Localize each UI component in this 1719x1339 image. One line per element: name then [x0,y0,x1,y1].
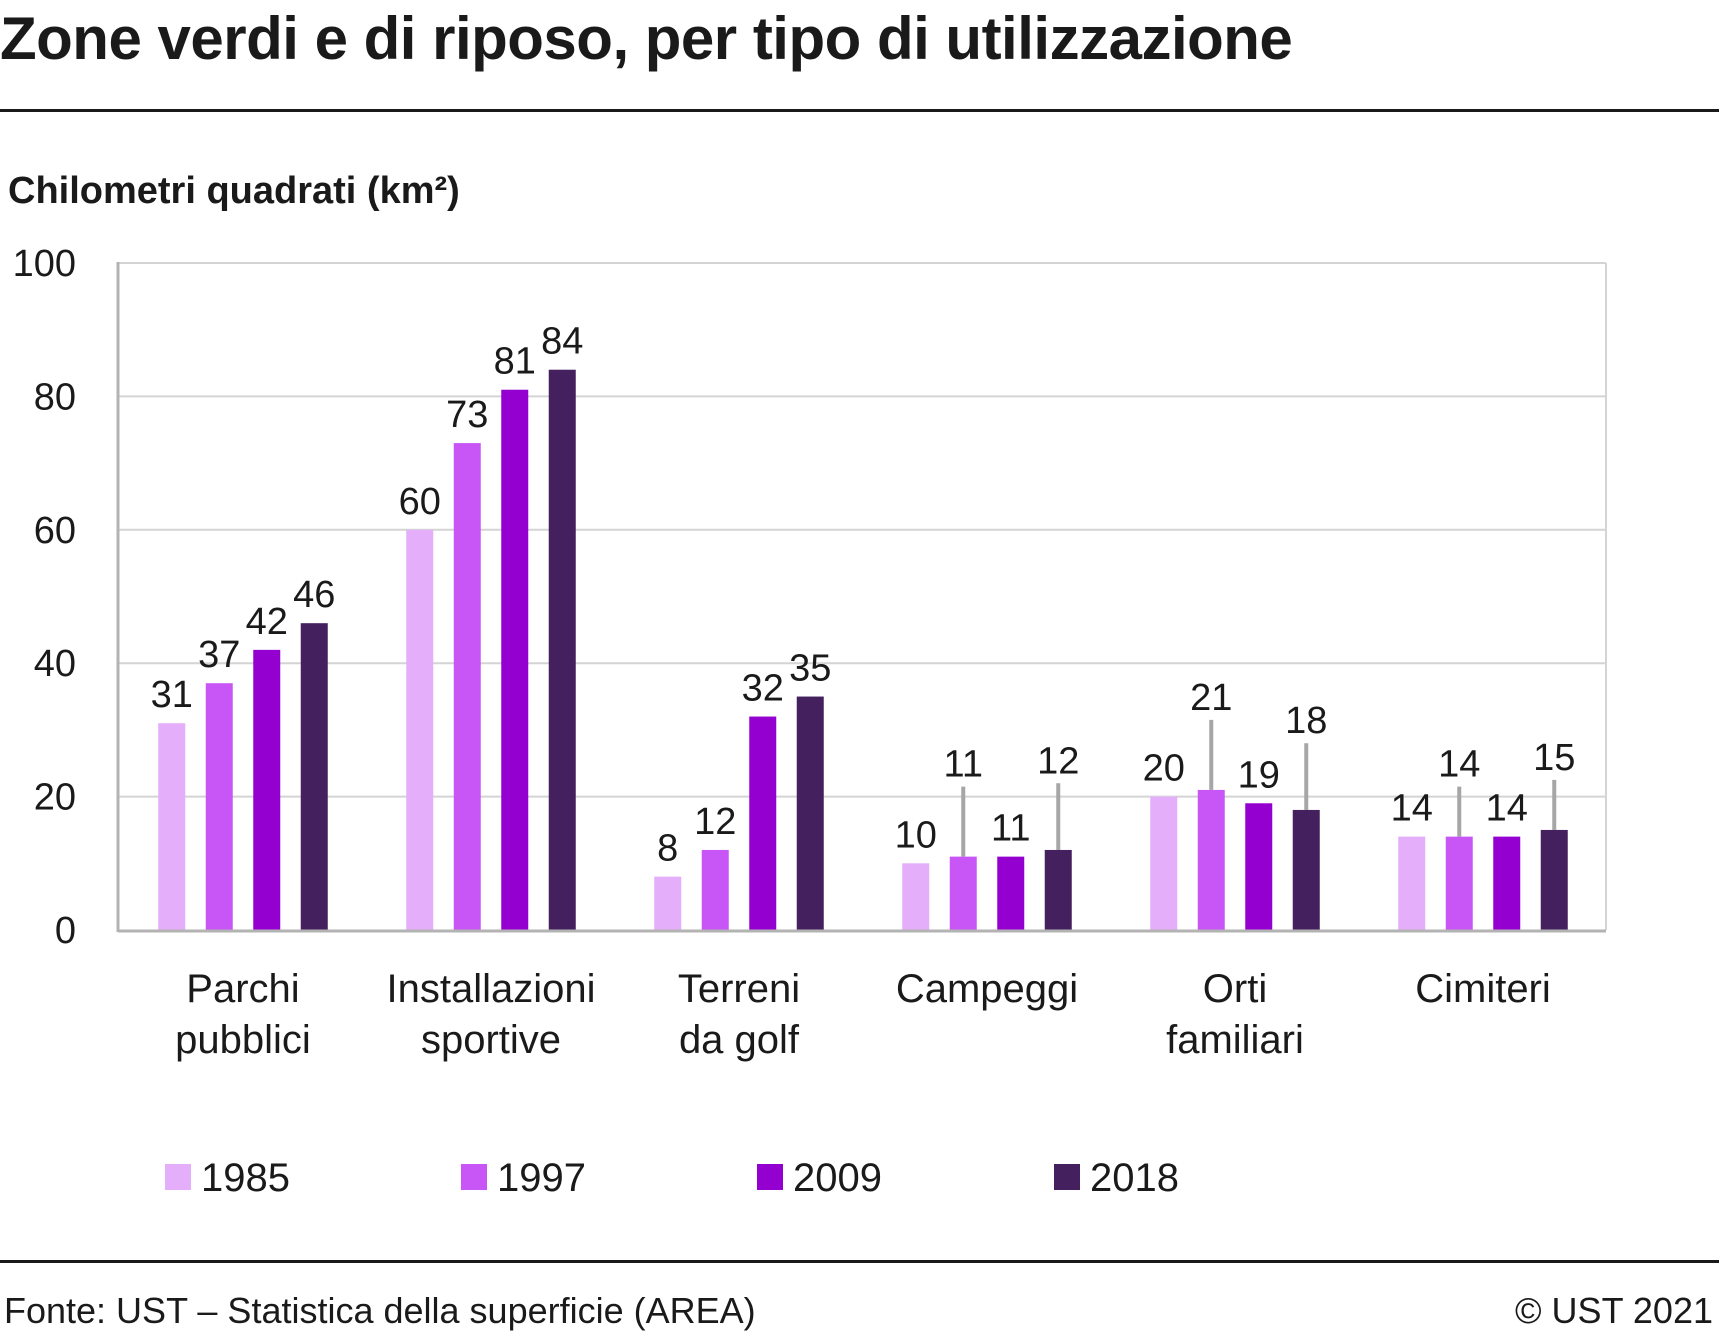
legend-swatch [757,1164,783,1190]
bar-chart: 02040608010031374246Parchipubblici607381… [13,243,1607,1200]
data-label: 60 [399,481,441,523]
bar [158,723,186,930]
x-tick-label: familiari [1166,1018,1304,1062]
data-label: 84 [541,321,583,363]
bar [749,716,777,930]
data-label: 46 [293,574,335,616]
data-label: 14 [1438,744,1480,786]
data-label: 11 [991,808,1030,850]
bar [205,683,233,930]
bar [453,443,481,930]
bar [548,369,576,931]
title-divider [0,109,1719,112]
bar [796,696,824,930]
legend-swatch [1054,1164,1080,1190]
source-note: Fonte: UST – Statistica della superficie… [4,1290,756,1331]
data-label: 42 [246,601,288,643]
data-label: 10 [895,814,937,856]
bar [1493,836,1521,930]
bar [406,529,434,930]
bar [949,856,977,930]
bar [1445,836,1473,930]
y-axis-label: Chilometri quadrati (km²) [8,170,460,212]
copyright-note: © UST 2021 [1515,1290,1713,1331]
y-tick-label: 80 [34,376,76,418]
data-label: 35 [789,648,831,690]
y-tick-label: 60 [34,510,76,552]
legend-label: 2009 [793,1156,882,1200]
bar [300,623,328,930]
data-label: 32 [742,668,784,710]
data-label: 8 [657,828,678,870]
data-label: 18 [1285,700,1327,742]
x-tick-label: da golf [679,1018,800,1062]
bar [1197,789,1225,930]
data-label: 15 [1533,737,1575,779]
legend-label: 1985 [201,1156,290,1200]
footer-divider [0,1260,1719,1263]
legend-swatch [461,1164,487,1190]
y-tick-label: 20 [34,777,76,819]
bar [1245,803,1273,930]
data-label: 81 [494,341,536,383]
x-tick-label: Installazioni [386,967,595,1011]
data-label: 19 [1238,754,1280,796]
x-tick-label: Terreni [678,967,800,1011]
bar [501,389,529,930]
data-label: 12 [694,801,736,843]
x-tick-label: Cimiteri [1415,967,1551,1011]
x-tick-label: Campeggi [896,967,1078,1011]
data-label: 12 [1037,740,1079,782]
data-label: 31 [151,674,193,716]
data-label: 14 [1486,788,1528,830]
bar [654,876,682,930]
y-tick-label: 40 [34,643,76,685]
legend-label: 1997 [497,1156,586,1200]
legend-label: 2018 [1090,1156,1179,1200]
bar [1044,849,1072,930]
data-label: 11 [944,744,983,786]
legend-swatch [165,1164,191,1190]
data-label: 21 [1190,677,1232,719]
bar [1150,796,1178,930]
bar [1292,809,1320,930]
data-label: 14 [1391,788,1433,830]
x-tick-label: sportive [421,1018,561,1062]
bar [1540,829,1568,930]
x-tick-label: pubblici [175,1018,311,1062]
data-label: 20 [1143,748,1185,790]
bar [253,649,281,930]
bar [997,856,1025,930]
y-tick-label: 100 [13,243,76,285]
x-tick-label: Orti [1203,967,1267,1011]
bar [1398,836,1426,930]
y-tick-label: 0 [55,910,76,952]
bar [902,863,930,930]
bar [701,849,729,930]
data-label: 37 [198,634,240,676]
chart-title: Zone verdi e di riposo, per tipo di util… [0,5,1293,72]
x-tick-label: Parchi [186,967,299,1011]
data-label: 73 [446,394,488,436]
